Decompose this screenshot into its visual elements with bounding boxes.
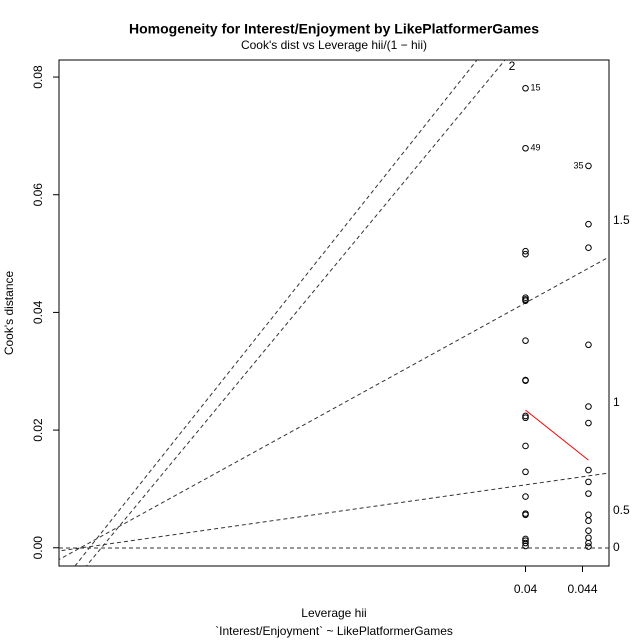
plot-frame xyxy=(58,59,610,567)
contour-line xyxy=(85,60,506,566)
point xyxy=(585,543,592,550)
point xyxy=(585,517,592,524)
caption: `Interest/Enjoyment` ~ LikePlatformerGam… xyxy=(215,624,453,638)
point xyxy=(522,414,529,422)
contour-label: 1.5 xyxy=(613,213,630,227)
contour-line xyxy=(59,256,609,561)
point xyxy=(522,539,529,547)
point xyxy=(522,377,529,384)
point xyxy=(585,220,592,228)
point xyxy=(522,84,529,92)
point xyxy=(522,412,529,420)
point xyxy=(585,403,592,410)
point xyxy=(522,297,529,304)
contour-line xyxy=(74,60,478,566)
smooth-line xyxy=(525,409,589,461)
point-label: 49 xyxy=(531,143,541,153)
point xyxy=(522,294,529,302)
point xyxy=(522,535,529,543)
point xyxy=(585,490,592,497)
y-axis-label: Cook's distance xyxy=(2,271,16,356)
point xyxy=(522,542,529,550)
point xyxy=(585,539,592,547)
point xyxy=(522,511,529,519)
y-tick-label: 0.04 xyxy=(31,300,45,324)
point xyxy=(522,468,529,476)
y-tick-label: 0.08 xyxy=(31,65,45,89)
point xyxy=(585,162,592,170)
point xyxy=(522,337,529,344)
point xyxy=(585,466,592,474)
contour-label: 0.5 xyxy=(613,503,630,517)
point xyxy=(585,478,592,486)
contour-label: 0 xyxy=(613,540,620,554)
chart-title: Homogeneity for Interest/Enjoyment by Li… xyxy=(129,21,539,37)
contour-line xyxy=(59,472,609,552)
point xyxy=(522,250,529,258)
point xyxy=(522,442,529,450)
y-tick-label: 0.02 xyxy=(31,418,45,442)
point xyxy=(522,247,529,255)
contour-label: 2 xyxy=(509,59,516,73)
x-tick-label: 0.04 xyxy=(514,582,538,596)
point xyxy=(585,419,592,427)
x-tick-label: 0.044 xyxy=(567,582,597,596)
point-label: 15 xyxy=(531,83,541,93)
x-axis-label: Leverage hii xyxy=(301,606,366,620)
point xyxy=(585,527,592,534)
contour-label: 1 xyxy=(613,395,620,409)
point xyxy=(522,144,529,152)
point xyxy=(522,493,529,500)
contours xyxy=(59,60,609,566)
y-tick-label: 0.00 xyxy=(31,536,45,560)
point xyxy=(585,244,592,251)
point-label: 35 xyxy=(573,160,583,170)
chart-subtitle: Cook's dist vs Leverage hii/(1 − hii) xyxy=(241,38,427,52)
point xyxy=(585,341,592,349)
y-tick-label: 0.06 xyxy=(31,183,45,207)
